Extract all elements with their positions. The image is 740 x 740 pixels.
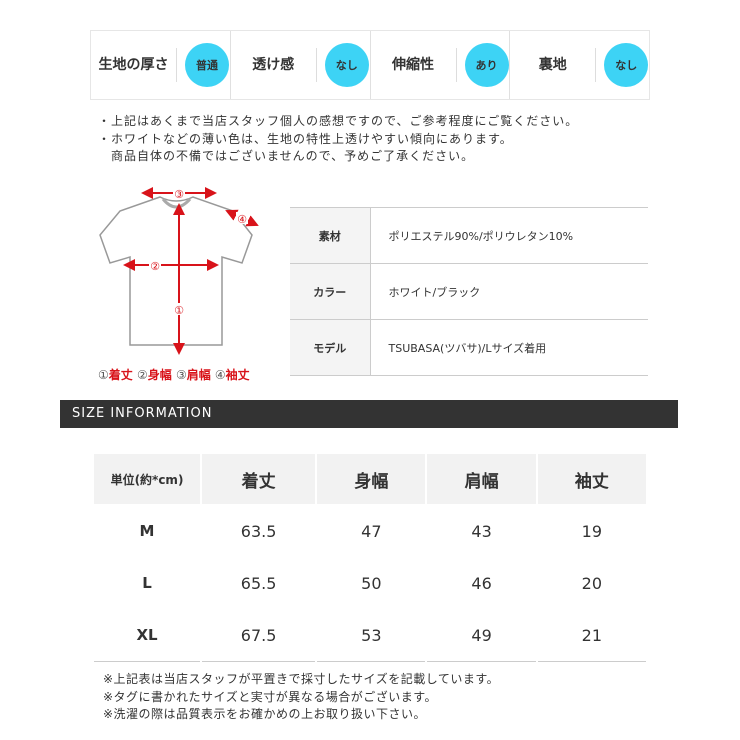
column-header: 単位(約*cm) — [92, 452, 202, 506]
feel-badge: なし — [324, 43, 369, 87]
table-row: L 65.5 50 46 20 — [92, 556, 649, 610]
table-cell: 20 — [535, 556, 649, 610]
feel-stretch: 伸縮性 あり — [371, 31, 511, 99]
table-header-row: 単位(約*cm) 着丈 身幅 肩幅 袖丈 — [92, 452, 649, 506]
feel-badge: 普通 — [185, 43, 229, 87]
table-cell: 65.5 — [199, 556, 318, 610]
feel-transparency: 透け感 なし — [231, 31, 371, 99]
table-cell: 53 — [315, 608, 428, 662]
fabric-feel-panel: 生地の厚さ 普通 透け感 なし 伸縮性 あり 裏地 なし — [90, 30, 650, 100]
column-header: 身幅 — [315, 452, 428, 506]
column-header: 袖丈 — [535, 452, 649, 506]
table-cell: 47 — [315, 504, 428, 558]
table-cell: 19 — [535, 504, 649, 558]
table-row: モデル TSUBASA(ツバサ)/Lサイズ着用 — [290, 319, 648, 376]
table-cell: 63.5 — [199, 504, 318, 558]
table-row: M 63.5 47 43 19 — [92, 504, 649, 558]
svg-text:②: ② — [150, 260, 160, 273]
table-cell: 46 — [425, 556, 538, 610]
feel-badge: なし — [604, 43, 649, 87]
footnotes: ※上記表は当店スタッフが平置きで採寸したサイズを記載しています。 ※タグに書かれ… — [103, 672, 500, 721]
column-header: 着丈 — [199, 452, 318, 506]
feel-badge: あり — [464, 43, 509, 87]
table-cell: 21 — [535, 608, 649, 662]
table-row: カラー ホワイト/ブラック — [290, 263, 648, 320]
table-cell: L — [92, 556, 202, 610]
feel-thickness: 生地の厚さ 普通 — [91, 31, 231, 99]
table-cell: 49 — [425, 608, 538, 662]
diagram-legend: ①着丈 ②身幅 ③肩幅 ④袖丈 — [98, 368, 250, 382]
size-table: 単位(約*cm) 着丈 身幅 肩幅 袖丈 M 63.5 47 43 19 L 65.5 50 46 20 XL… — [92, 452, 649, 662]
notes: ・上記はあくまで当店スタッフ個人の感想ですので、ご参考程度にご覧ください。 ・ホ… — [98, 114, 579, 163]
spec-table: 素材 ポリエステル90%/ポリウレタン10% カラー ホワイト/ブラック モデル TS… — [290, 207, 648, 376]
svg-text:③: ③ — [174, 188, 184, 201]
table-cell: 67.5 — [199, 608, 318, 662]
svg-text:①: ① — [174, 304, 184, 317]
tshirt-outline — [99, 196, 253, 346]
section-title: SIZE INFORMATION — [60, 400, 678, 428]
tshirt-diagram: ③ ② ① ④ — [99, 187, 259, 355]
svg-text:④: ④ — [237, 213, 247, 226]
table-cell: XL — [92, 608, 202, 662]
table-row: 素材 ポリエステル90%/ポリウレタン10% — [290, 207, 648, 264]
feel-lining: 裏地 なし — [510, 31, 649, 99]
table-cell: M — [92, 504, 202, 558]
table-cell: 50 — [315, 556, 428, 610]
table-row: XL 67.5 53 49 21 — [92, 608, 649, 662]
table-cell: 43 — [425, 504, 538, 558]
column-header: 肩幅 — [425, 452, 538, 506]
